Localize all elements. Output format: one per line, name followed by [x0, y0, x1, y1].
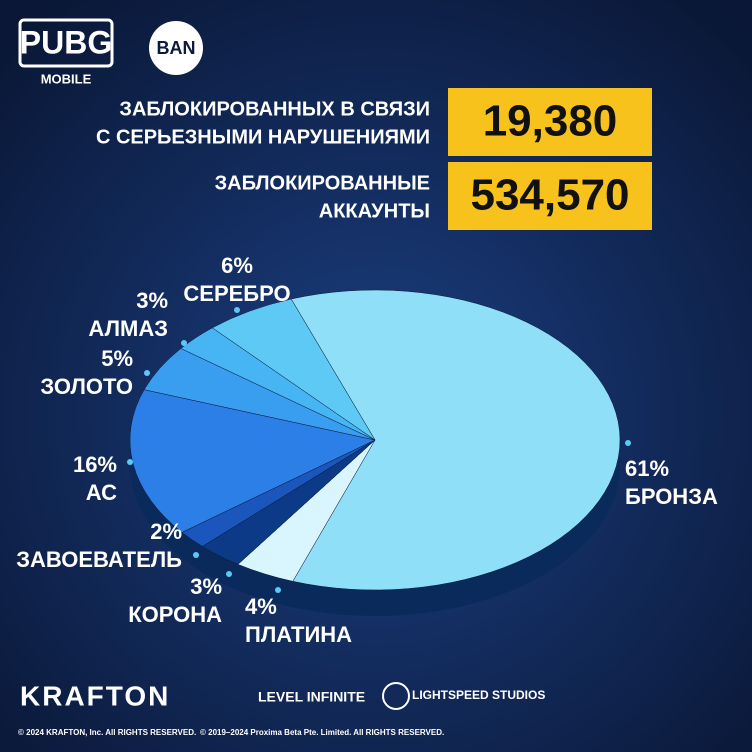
stat-box [448, 162, 652, 230]
stat-value: 534,570 [470, 171, 629, 220]
copyright: © 2019–2024 Proxima Beta Pte. Limited. A… [200, 728, 444, 737]
label-dot [275, 587, 281, 593]
label-dot [625, 440, 631, 446]
badge-circle [149, 21, 203, 75]
value-label: 16% [73, 452, 117, 477]
copyright: © 2024 KRAFTON, Inc. All RIGHTS RESERVED… [18, 728, 196, 737]
category-label: ЗОЛОТО [40, 374, 133, 399]
badge: BAN [157, 38, 196, 58]
stat-label: АККАУНТЫ [319, 200, 430, 222]
value-label: 5% [101, 346, 133, 371]
label-dot [127, 459, 133, 465]
category-label: АЛМАЗ [88, 316, 168, 341]
logo-sub: MOBILE [41, 71, 92, 86]
label-dot [144, 370, 150, 376]
category-label: СЕРЕБРО [183, 281, 290, 306]
value-label: 61% [625, 456, 669, 481]
stat-label: С СЕРЬЕЗНЫМИ НАРУШЕНИЯМИ [96, 126, 430, 148]
pie-slice [290, 289, 621, 591]
label-dot [226, 571, 232, 577]
brand-icon [382, 682, 410, 710]
brand: LIGHTSPEED STUDIOS [412, 688, 545, 702]
value-label: 6% [221, 253, 253, 278]
category-label: ЗАВОЕВАТЕЛЬ [16, 547, 182, 572]
pie-slice [129, 389, 376, 533]
stat-box [448, 88, 652, 156]
label-dot [181, 340, 187, 346]
brand: LEVEL INFINITE [258, 689, 365, 705]
brand: KRAFTON [20, 680, 170, 711]
label-dot [193, 552, 199, 558]
logo-frame [18, 18, 114, 68]
label-dot [234, 307, 240, 313]
logo: PUBG [20, 24, 112, 60]
category-label: ПЛАТИНА [245, 622, 352, 647]
pie [129, 289, 621, 591]
value-label: 4% [245, 594, 277, 619]
stat-value: 19,380 [483, 97, 618, 146]
value-label: 3% [136, 288, 168, 313]
stat-label: ЗАБЛОКИРОВАННЫХ В СВЯЗИ [119, 98, 430, 120]
category-label: БРОНЗА [625, 484, 718, 509]
stat-label: ЗАБЛОКИРОВАННЫЕ [215, 172, 430, 194]
pie-labels: 61% БРОНЗА 4% ПЛАТИНА 3% КОРОНА 2% ЗАВОЕВАТЕЛЬ 1… [16, 253, 718, 647]
value-label: 3% [190, 574, 222, 599]
value-label: 2% [150, 519, 182, 544]
category-label: КОРОНА [128, 602, 222, 627]
category-label: АС [86, 480, 117, 505]
pie-slice [211, 298, 376, 441]
